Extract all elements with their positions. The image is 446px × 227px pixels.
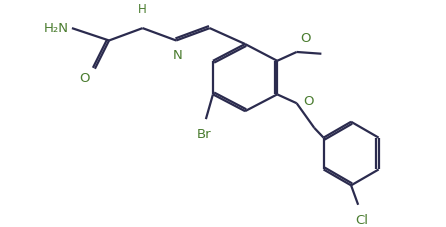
Text: H: H [138, 3, 147, 16]
Text: Br: Br [197, 128, 211, 141]
Text: O: O [300, 32, 311, 45]
Text: H₂N: H₂N [43, 22, 68, 35]
Text: O: O [79, 72, 90, 85]
Text: Cl: Cl [355, 214, 368, 227]
Text: O: O [304, 95, 314, 108]
Text: N: N [173, 49, 183, 62]
